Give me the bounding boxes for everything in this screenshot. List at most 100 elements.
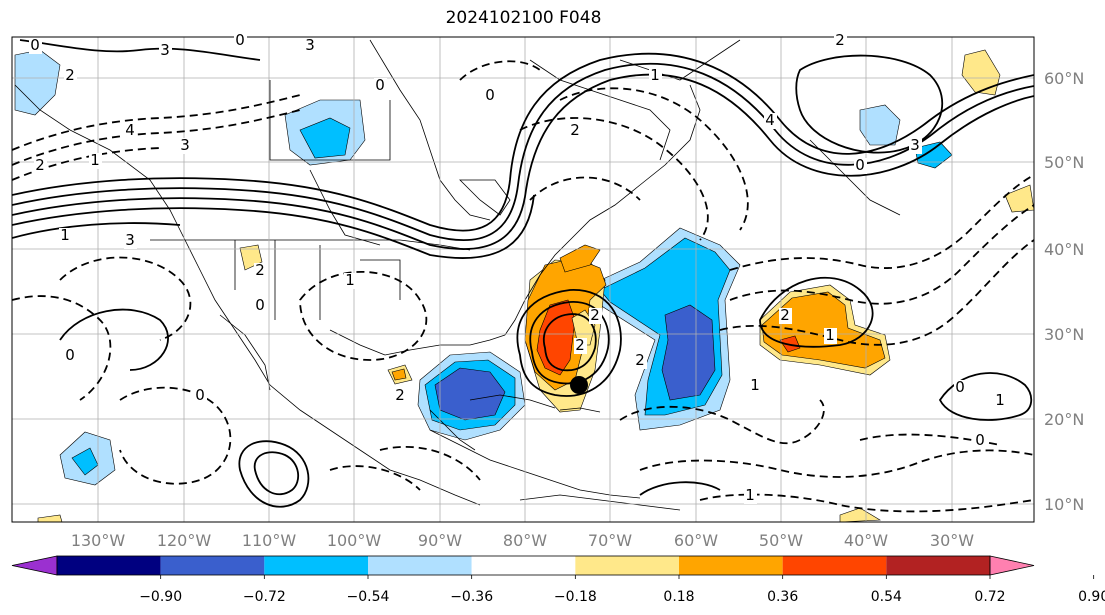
contour-label-bg xyxy=(59,228,72,244)
contour-label: 1 xyxy=(995,391,1005,409)
lon-label: 130°W xyxy=(71,531,126,550)
contour-label: 2 xyxy=(570,121,580,139)
contour-label-bg xyxy=(854,158,867,174)
contour-label-bg xyxy=(194,388,207,404)
colorbar xyxy=(11,555,1035,576)
contour-label: 0 xyxy=(855,156,865,174)
colorbar-bin xyxy=(575,556,679,575)
contour-label-bg xyxy=(909,138,922,154)
contour-label-bg xyxy=(29,38,42,54)
contour-label-bg xyxy=(394,388,407,404)
contour-label: 2 xyxy=(255,261,265,279)
colorbar-tick-label: 0.36 xyxy=(767,589,798,605)
contour-label: 2 xyxy=(780,306,790,324)
lon-label: 50°W xyxy=(759,531,803,550)
lat-label: 20°N xyxy=(1044,410,1084,429)
contour-label-bg xyxy=(234,33,247,49)
contour-label: 0 xyxy=(65,346,75,364)
shade-yellow-sw xyxy=(37,514,63,522)
contour-label: 2 xyxy=(35,156,45,174)
shading-layer xyxy=(14,49,1034,522)
contour-label-bg xyxy=(484,88,497,104)
colorbar-extend-high xyxy=(989,555,1035,576)
contour-label: 0 xyxy=(235,31,245,49)
colorbar-tick-label: −0.90 xyxy=(139,589,182,605)
contour-label: 2 xyxy=(835,31,845,49)
shade-medblue-gulf xyxy=(434,367,506,421)
contour-label: 1 xyxy=(345,271,355,289)
contour-label: 4 xyxy=(125,121,135,139)
contour-label-bg xyxy=(89,153,102,169)
contour-label: 2 xyxy=(575,336,585,354)
contour-label-bg xyxy=(994,393,1007,409)
colorbar-tick-label: −0.36 xyxy=(450,589,493,605)
lon-label: 100°W xyxy=(327,531,382,550)
lat-label: 30°N xyxy=(1044,325,1084,344)
lat-label: 60°N xyxy=(1044,69,1084,88)
contour-label: 4 xyxy=(765,111,775,129)
colorbar-tick-label: 0.72 xyxy=(974,589,1005,605)
colorbar-tick-label: −0.72 xyxy=(243,589,286,605)
lon-label: 90°W xyxy=(418,531,462,550)
shade-yellow-e xyxy=(1004,184,1034,213)
lon-label: 40°W xyxy=(844,531,888,550)
lon-label: 30°W xyxy=(930,531,974,550)
colorbar-extend-low xyxy=(11,555,58,576)
contour-label-bg xyxy=(179,138,192,154)
contour-label-bg xyxy=(649,68,662,84)
colorbar-bin xyxy=(471,556,576,575)
colorbar-tick-label: 0.54 xyxy=(871,589,902,605)
colorbar-bin xyxy=(57,556,161,575)
latitude-labels: 60°N 50°N 40°N 30°N 20°N 10°N xyxy=(1044,69,1084,514)
contour-label: 1 xyxy=(90,151,100,169)
contour-label: 2 xyxy=(635,351,645,369)
contour-label: 0 xyxy=(955,378,965,396)
contour-label-bg xyxy=(589,308,602,324)
contour-label-bg xyxy=(64,348,77,364)
contour-label: 3 xyxy=(910,136,920,154)
contour-label-bg xyxy=(834,33,847,49)
colorbar-bin xyxy=(160,556,265,575)
lon-label: 60°W xyxy=(674,531,718,550)
colorbar-tick-label: −0.18 xyxy=(554,589,597,605)
contour-label-bg xyxy=(764,113,777,129)
colorbar-bin xyxy=(782,556,887,575)
lat-label: 50°N xyxy=(1044,153,1084,172)
lon-label: 70°W xyxy=(588,531,632,550)
lon-label: 80°W xyxy=(503,531,547,550)
contour-label-bg xyxy=(254,298,267,314)
contour-label: 1 xyxy=(650,66,660,84)
contour-label: 3 xyxy=(305,36,315,54)
contour-label-bg xyxy=(749,378,762,394)
lat-label: 40°N xyxy=(1044,240,1084,259)
contour-label-bg xyxy=(744,488,757,504)
contour-label-bg xyxy=(574,338,587,354)
contour-label-bg xyxy=(64,68,77,84)
contour-label-bg xyxy=(124,123,137,139)
storm-center-marker xyxy=(570,376,588,394)
graticule xyxy=(12,37,1034,522)
contour-label: 0 xyxy=(255,296,265,314)
contour-label: 0 xyxy=(375,76,385,94)
contour-label-bg xyxy=(159,43,172,59)
contour-label: 3 xyxy=(125,231,135,249)
shade-orange-gulf xyxy=(391,368,407,381)
shade-medblue-atl xyxy=(661,304,716,401)
longitude-labels: 130°W 120°W 110°W 100°W 90°W 80°W 70°W 60°W 50°W… xyxy=(71,531,974,550)
contour-label-bg xyxy=(374,78,387,94)
colorbar-frame xyxy=(56,555,991,576)
contour-label-bg xyxy=(779,308,792,324)
shade-blue-e xyxy=(914,141,953,169)
contour-label: 2 xyxy=(395,386,405,404)
contour-label-bg xyxy=(954,380,967,396)
contour-label-bg xyxy=(34,158,47,174)
map-frame xyxy=(11,36,1035,523)
contour-label-bg xyxy=(634,353,647,369)
contour-label: 3 xyxy=(160,41,170,59)
contour-label-bg xyxy=(974,433,987,449)
contour-label: 1 xyxy=(60,226,70,244)
colorbar-tick-label: 0.90 xyxy=(1078,589,1105,605)
contour-label: 2 xyxy=(65,66,75,84)
